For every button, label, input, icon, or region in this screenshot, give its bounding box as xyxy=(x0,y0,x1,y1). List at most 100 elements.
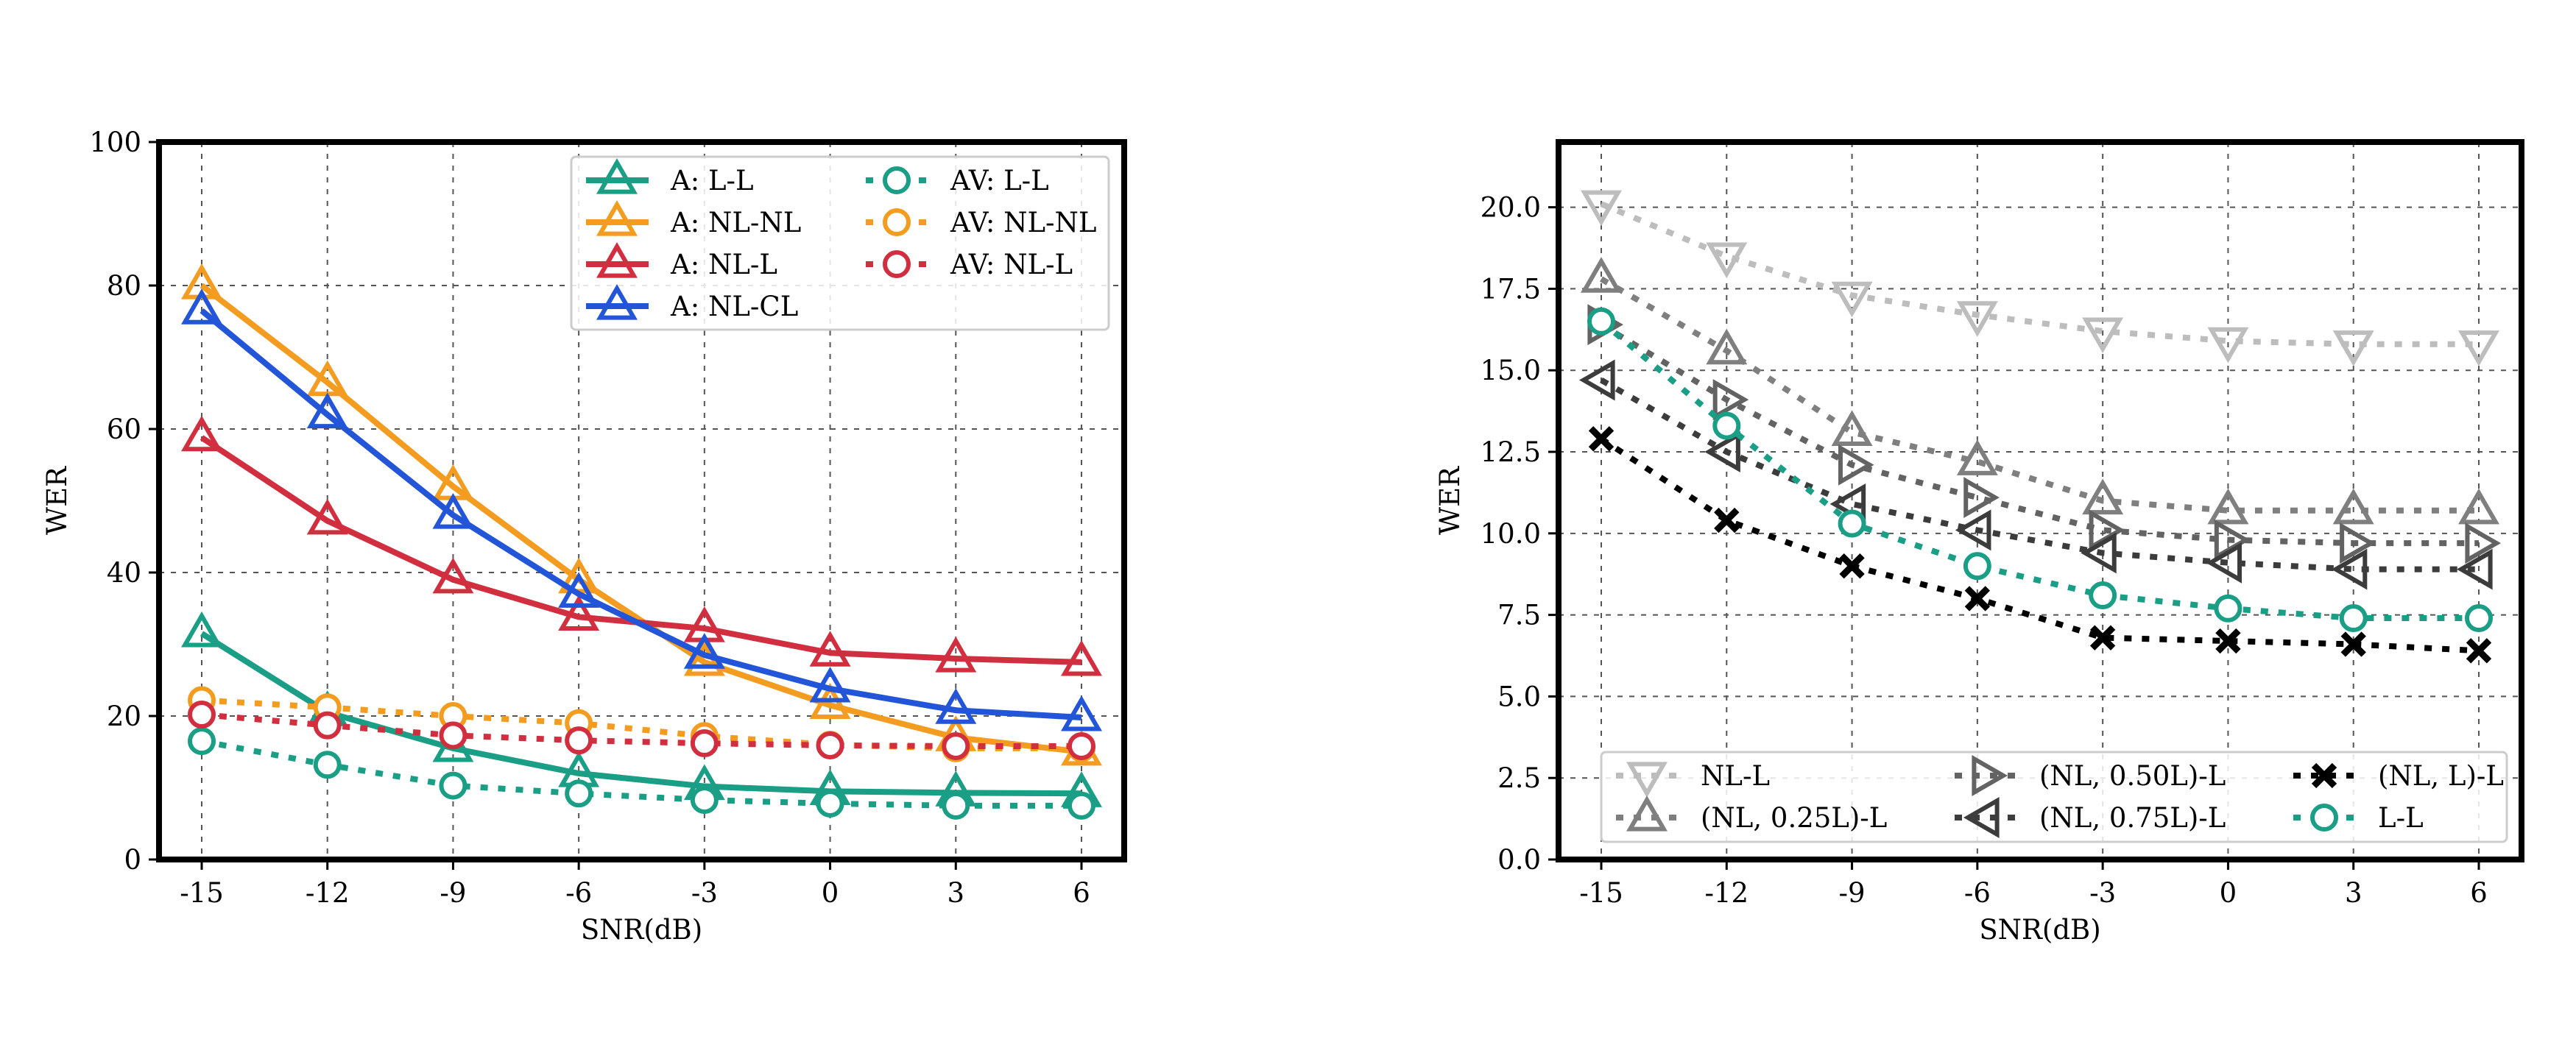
data-point xyxy=(1068,791,1095,820)
data-point xyxy=(439,771,467,800)
data-point xyxy=(1704,431,1740,473)
legend-swatch-marker xyxy=(596,283,638,320)
series-l-l xyxy=(1587,307,2493,633)
legend-label: AV: L-L xyxy=(950,165,1049,196)
legend-item-nl-0-50l-l: (NL, 0.50L)-L xyxy=(1955,755,2226,796)
x-tick-label: 6 xyxy=(2470,877,2488,909)
data-point xyxy=(1578,359,1615,401)
legend-swatch-marker xyxy=(1963,797,2000,838)
legend-item-a-nl-nl: A: NL-NL xyxy=(586,199,801,238)
data-point xyxy=(1581,190,1622,227)
data-point xyxy=(816,789,844,818)
data-point xyxy=(306,498,348,535)
data-point xyxy=(565,779,593,808)
y-tick-label: 17.5 xyxy=(1481,273,1541,305)
data-point xyxy=(809,631,851,667)
legend-swatch-marker xyxy=(1972,755,2008,796)
legend-swatch-marker xyxy=(1626,762,1668,798)
y-tick-label: 0 xyxy=(124,844,141,876)
series-nl-0-75l-l xyxy=(1578,359,2493,590)
data-point xyxy=(188,727,216,756)
x-tick-label: -6 xyxy=(565,877,592,909)
data-point xyxy=(809,666,851,703)
legend-label: A: NL-L xyxy=(670,249,777,280)
data-point xyxy=(1964,586,1991,612)
y-axis-label: WER xyxy=(1434,466,1466,535)
y-tick-label: 0.0 xyxy=(1497,844,1541,876)
legend-item-nl-l-l: (NL, L)-L xyxy=(2293,760,2504,792)
legend-swatch-marker xyxy=(2311,762,2337,789)
data-point xyxy=(942,791,970,820)
data-point xyxy=(1712,411,1741,440)
x-tick-label: -12 xyxy=(306,877,350,909)
data-point xyxy=(188,701,216,729)
data-point xyxy=(2332,330,2374,366)
data-point xyxy=(2465,522,2502,564)
data-point xyxy=(1956,439,1998,475)
x-tick-label: 0 xyxy=(822,877,839,909)
y-tick-label: 2.5 xyxy=(1497,762,1541,794)
data-point xyxy=(935,636,977,673)
data-point xyxy=(1839,553,1865,579)
legend-swatch-marker xyxy=(883,166,911,194)
data-point xyxy=(1068,731,1095,760)
legend-item-a-nl-l: A: NL-L xyxy=(586,241,777,280)
y-tick-label: 60 xyxy=(107,414,141,445)
data-point xyxy=(181,611,222,648)
series-line xyxy=(201,738,1081,809)
data-point xyxy=(2340,631,2366,657)
x-axis-label: SNR(dB) xyxy=(581,914,702,946)
data-point xyxy=(2207,488,2249,525)
x-tick-label: 3 xyxy=(2345,877,2362,909)
data-point xyxy=(935,688,977,724)
legend-item-a-l-l: A: L-L xyxy=(586,157,754,196)
series-nl-l-l xyxy=(1588,426,2492,664)
data-point xyxy=(2214,594,2242,623)
data-point xyxy=(1587,307,1615,336)
plot-frame xyxy=(156,139,1127,862)
legend-item-av-l-l: AV: L-L xyxy=(866,165,1049,196)
data-point xyxy=(2082,317,2124,354)
legend-label: (NL, 0.50L)-L xyxy=(2039,760,2226,792)
x-tick-label: -15 xyxy=(1579,877,1623,909)
y-axis-label: WER xyxy=(41,466,73,535)
series-a-nl-cl xyxy=(181,288,1102,731)
x-tick-label: -3 xyxy=(2089,877,2116,909)
x-axis: -15 -12 -9 -6 -3 0 3 6 xyxy=(1579,860,2488,909)
series-line xyxy=(200,283,1082,755)
data-point xyxy=(1706,328,1748,365)
data-point xyxy=(942,731,970,760)
data-point xyxy=(2340,522,2376,564)
data-point xyxy=(2089,625,2116,651)
series-line xyxy=(1600,276,2479,514)
legend-swatch-marker xyxy=(1626,795,1668,832)
data-point xyxy=(2082,478,2124,515)
series-a-nl-l xyxy=(181,415,1102,676)
y-axis: 0.0 2.5 5.0 7.5 10.0 12.5 15.0 17.5 20.0 xyxy=(1481,192,1559,876)
data-point xyxy=(2332,488,2374,525)
data-point xyxy=(1963,477,2000,519)
y-tick-label: 7.5 xyxy=(1497,600,1541,631)
y-tick-label: 10.0 xyxy=(1481,518,1541,550)
data-point xyxy=(690,729,719,758)
data-point xyxy=(1712,379,1749,421)
data-point xyxy=(1955,509,1991,551)
legend-label: AV: NL-L xyxy=(950,249,1073,280)
data-point xyxy=(683,633,725,669)
y-tick-label: 40 xyxy=(107,557,141,589)
data-point xyxy=(313,751,342,779)
y-axis: 0 20 40 60 80 100 xyxy=(89,127,159,876)
data-point xyxy=(1956,301,1998,337)
data-point xyxy=(2458,488,2499,525)
data-point xyxy=(1706,242,1748,279)
data-point xyxy=(432,492,474,529)
data-point xyxy=(2215,628,2241,654)
series-line xyxy=(1599,322,2479,547)
y-tick-label: 15.0 xyxy=(1481,355,1541,386)
legend: A: L-L A: NL-NL A: NL-L A: NL-CL AV: L-L AV: … xyxy=(570,155,1110,331)
data-point xyxy=(181,415,222,452)
y-tick-label: 5.0 xyxy=(1497,681,1541,712)
series-av-nl-l xyxy=(188,701,1095,760)
data-point xyxy=(2207,327,2249,364)
data-point xyxy=(1838,444,1874,486)
